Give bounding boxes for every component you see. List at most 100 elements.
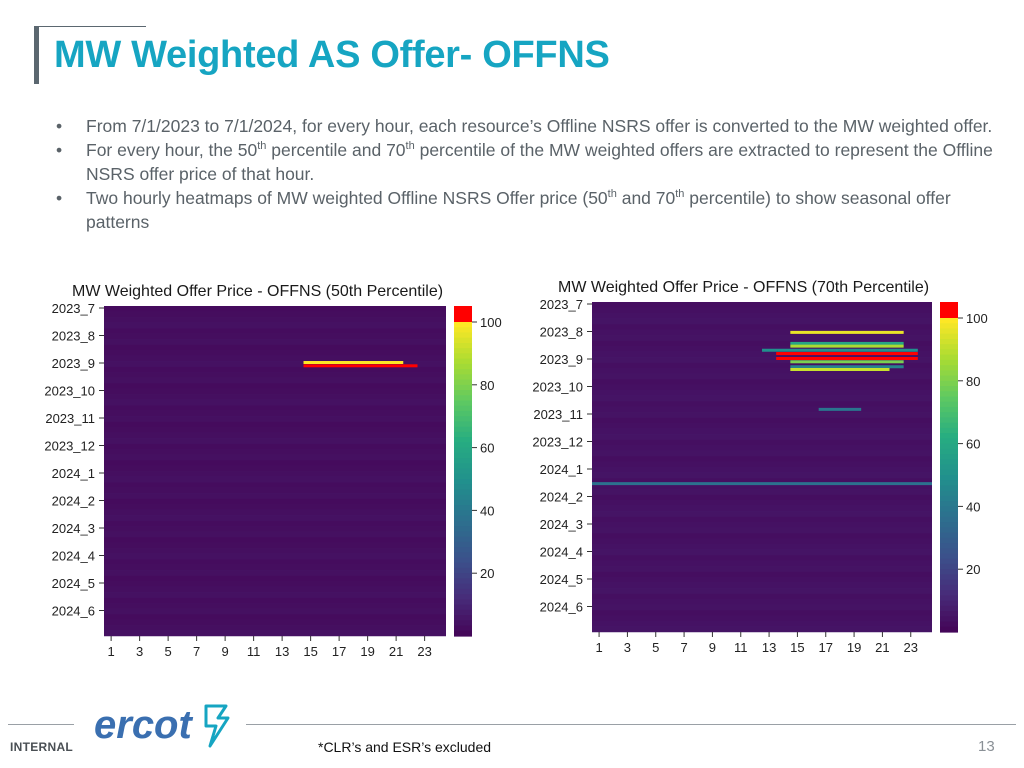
x-tick-label: 9 bbox=[709, 640, 716, 655]
y-tick-label: 2023_8 bbox=[52, 329, 95, 344]
heatmap-texture-row bbox=[592, 406, 932, 413]
heatmap-texture-row bbox=[104, 482, 446, 488]
heatmap-texture-row bbox=[104, 526, 446, 532]
heatmap-texture-row bbox=[104, 553, 446, 560]
heatmap-texture-row bbox=[104, 449, 446, 455]
heatmap-texture-row bbox=[104, 493, 446, 499]
colorbar-segment bbox=[454, 573, 472, 580]
heatmap-texture-row bbox=[104, 592, 446, 598]
heatmap-texture-row bbox=[592, 516, 932, 523]
heatmap-cell-band bbox=[790, 360, 904, 364]
colorbar-segment bbox=[454, 463, 472, 470]
x-tick-label: 15 bbox=[303, 644, 317, 659]
colorbar-segment bbox=[940, 485, 958, 492]
heatmap-texture-row bbox=[592, 593, 932, 600]
heatmap-texture-row bbox=[104, 564, 446, 571]
bullet-item: • For every hour, the 50th percentile an… bbox=[56, 138, 996, 186]
heatmap-texture-row bbox=[592, 478, 932, 484]
y-tick-label: 2023_12 bbox=[532, 435, 583, 450]
y-tick-label: 2023_9 bbox=[52, 356, 95, 371]
colorbar-segment bbox=[454, 363, 472, 370]
colorbar-segment bbox=[940, 511, 958, 518]
colorbar-tick-label: 60 bbox=[966, 437, 980, 452]
colorbar-segment bbox=[940, 359, 958, 366]
x-tick-label: 23 bbox=[417, 644, 431, 659]
y-tick-label: 2024_4 bbox=[52, 549, 95, 564]
x-tick-label: 21 bbox=[389, 644, 403, 659]
heatmap-texture-row bbox=[592, 450, 932, 457]
heatmap-texture-row bbox=[592, 566, 932, 572]
y-tick-label: 2024_1 bbox=[540, 462, 583, 477]
colorbar-segment bbox=[454, 384, 472, 391]
bullet-dot: • bbox=[56, 188, 63, 208]
heatmap-texture-row bbox=[104, 509, 446, 516]
bullet-text: percentile of the MW weighted offers are… bbox=[86, 140, 993, 184]
heatmap-texture-row bbox=[592, 362, 932, 369]
heatmap-texture-row bbox=[104, 454, 446, 461]
heatmap-texture-row bbox=[104, 581, 446, 587]
heatmap-texture-row bbox=[592, 549, 932, 556]
bullet-text: Two hourly heatmaps of MW weighted Offli… bbox=[86, 188, 608, 208]
heatmap-texture-row bbox=[104, 438, 446, 444]
heatmap-texture-row bbox=[104, 619, 446, 626]
colorbar-segment bbox=[454, 447, 472, 454]
heatmap-texture-row bbox=[592, 434, 932, 440]
heatmap-texture-row bbox=[104, 476, 446, 483]
bullet-superscript: th bbox=[607, 188, 617, 201]
heatmap-cell-band bbox=[776, 357, 918, 360]
x-tick-label: 11 bbox=[734, 640, 748, 655]
x-tick-label: 13 bbox=[275, 644, 289, 659]
colorbar-segment bbox=[940, 558, 958, 565]
colorbar-segment bbox=[454, 473, 472, 480]
colorbar-segment bbox=[940, 406, 958, 413]
heatmap-texture-row bbox=[104, 427, 446, 433]
colorbar-segment bbox=[454, 630, 472, 637]
heatmap-50th-svg: MW Weighted Offer Price - OFFNS (50th Pe… bbox=[44, 283, 501, 659]
colorbar-segment bbox=[454, 327, 472, 334]
heatmap-texture-row bbox=[592, 555, 932, 561]
heatmap-texture-row bbox=[592, 489, 932, 495]
colorbar-segment bbox=[940, 333, 958, 340]
colorbar-segment bbox=[940, 600, 958, 607]
colorbar-segment bbox=[940, 495, 958, 502]
colorbar-segment bbox=[454, 348, 472, 354]
heatmap-texture-row bbox=[592, 395, 932, 402]
colorbar-segment bbox=[454, 609, 472, 616]
footer-divider-left bbox=[8, 724, 74, 725]
heatmap-texture-row bbox=[104, 421, 446, 428]
y-tick-label: 2024_3 bbox=[52, 521, 95, 536]
colorbar-segment bbox=[940, 338, 958, 345]
colorbar-segment bbox=[454, 337, 472, 344]
colorbar-segment bbox=[940, 344, 958, 350]
colorbar-segment bbox=[454, 583, 472, 590]
colorbar-segment bbox=[940, 516, 958, 523]
colorbar-segment bbox=[454, 416, 472, 423]
heatmap-texture-row bbox=[592, 307, 932, 314]
colorbar-segment bbox=[940, 595, 958, 602]
heatmap-texture-row bbox=[104, 471, 446, 477]
x-tick-label: 7 bbox=[680, 640, 687, 655]
x-tick-label: 19 bbox=[847, 640, 861, 655]
colorbar-segment bbox=[940, 569, 958, 576]
x-tick-label: 1 bbox=[108, 644, 115, 659]
colorbar-segment bbox=[454, 562, 472, 569]
heatmap-texture-row bbox=[592, 329, 932, 336]
colorbar-segment bbox=[940, 616, 958, 623]
x-tick-label: 17 bbox=[332, 644, 346, 659]
y-tick-label: 2024_1 bbox=[52, 466, 95, 481]
heatmap-texture-row bbox=[592, 461, 932, 468]
colorbar-segment bbox=[940, 579, 958, 586]
colorbar-segment bbox=[454, 567, 472, 574]
heatmap-texture-row bbox=[104, 361, 446, 367]
colorbar-segment bbox=[454, 536, 472, 543]
colorbar-segment bbox=[940, 548, 958, 555]
colorbar-segment bbox=[454, 322, 472, 328]
footer-divider-right bbox=[246, 724, 1016, 725]
heatmap-texture-row bbox=[104, 432, 446, 439]
bullet-item: • From 7/1/2023 to 7/1/2024, for every h… bbox=[56, 114, 996, 138]
heatmap-texture-row bbox=[592, 604, 932, 611]
colorbar-segment bbox=[940, 527, 958, 534]
heatmap-texture-row bbox=[592, 313, 932, 319]
heatmap-texture-row bbox=[104, 399, 446, 406]
x-tick-label: 13 bbox=[762, 640, 776, 655]
